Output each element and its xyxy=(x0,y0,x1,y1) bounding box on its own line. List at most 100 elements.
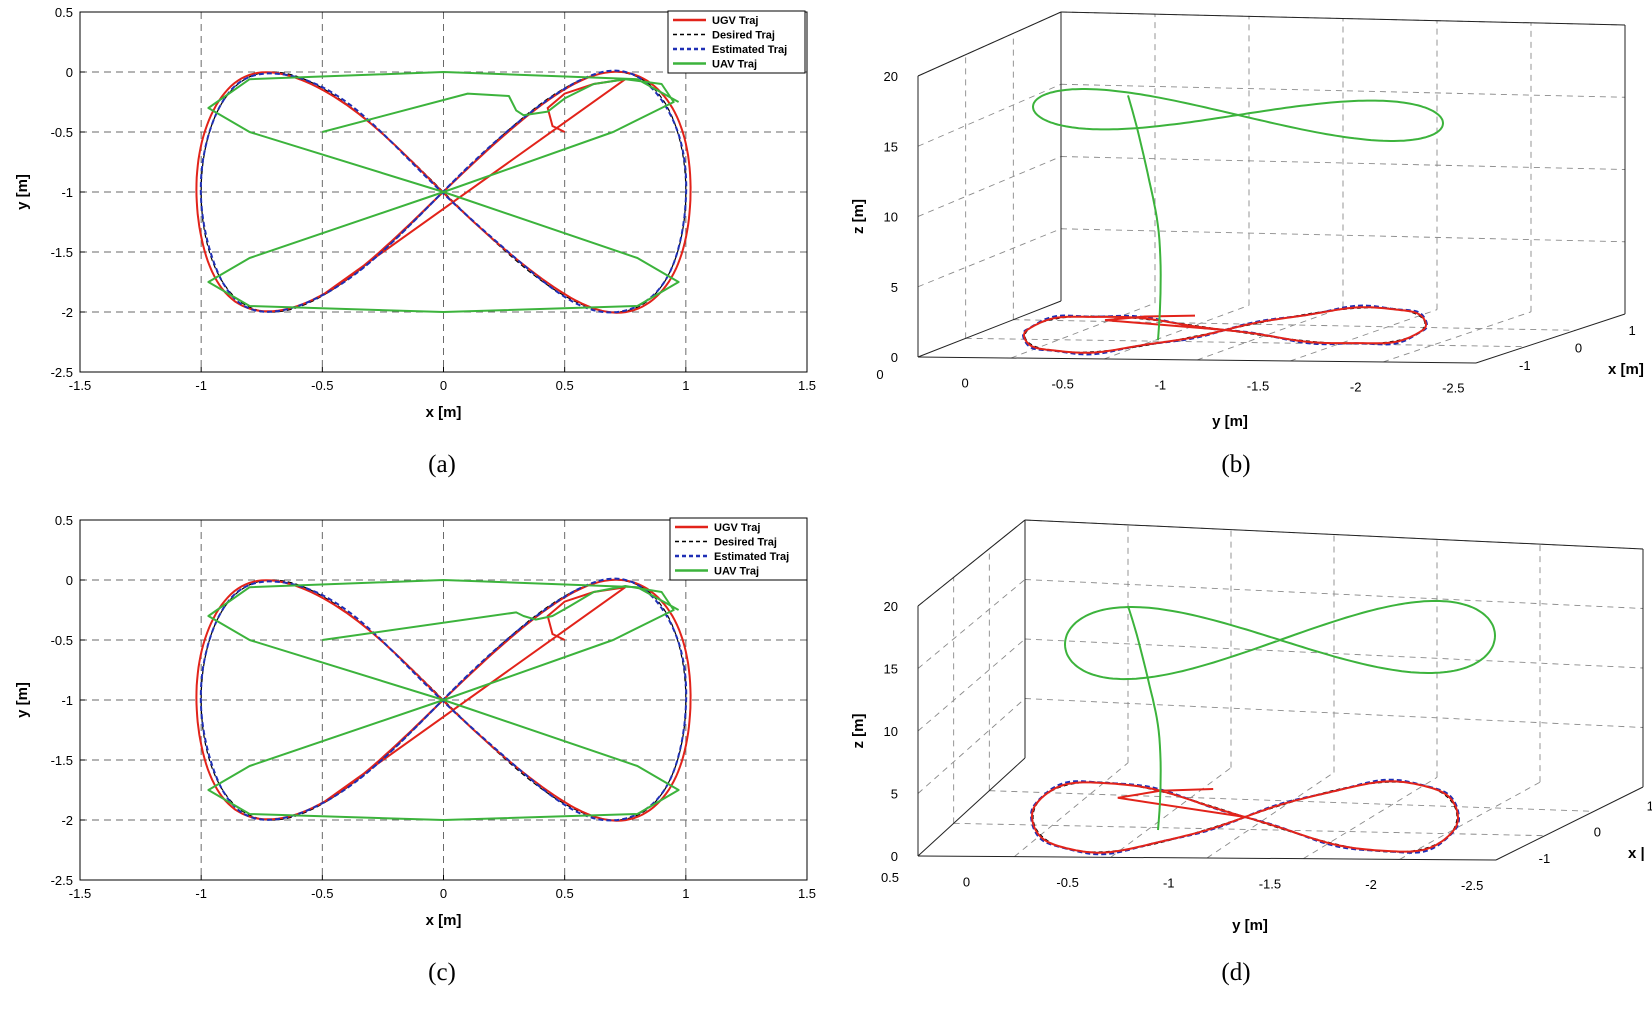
floor-gridline xyxy=(1289,309,1438,362)
series-uav-traj-line xyxy=(207,71,680,313)
y-tick-label: 0 xyxy=(961,375,968,390)
floor-gridline xyxy=(965,337,1526,348)
floor-gridline xyxy=(1382,311,1532,363)
left-wall-gridline xyxy=(917,228,1062,288)
y-tick-label: 0.5 xyxy=(55,513,73,528)
y-tick-label: -1.5 xyxy=(51,753,73,768)
x-axis-line xyxy=(1475,313,1626,364)
floor-gridline xyxy=(1196,307,1344,361)
y-tick-label: 0.5 xyxy=(55,5,73,20)
y-tick-label: -2 xyxy=(1365,877,1377,892)
left-wall-gridline xyxy=(917,156,1062,217)
panel-a-2d-trajectory-plot: -1.5 -1 -0.5 0 0.5 1 1.5 -2.5 -2 -1.5 -1 -0.5 0 0.5 x … xyxy=(14,5,816,478)
y-axis-label: y [m] xyxy=(14,682,31,718)
z-tick-label: 5 xyxy=(891,787,898,802)
legend-label-ugv-traj: UGV Traj xyxy=(712,15,758,27)
z-tick-label: 10 xyxy=(884,210,898,225)
series-ugv-traj-line xyxy=(1030,780,1460,854)
y-tick-label: -0.5 xyxy=(51,633,73,648)
legend-label-ugv-traj: UGV Traj xyxy=(714,522,760,534)
plot-frame xyxy=(79,11,808,373)
series-ugv-traj-line xyxy=(1022,306,1428,354)
back-wall-gridline xyxy=(1024,579,1644,609)
y-tick-label: -1 xyxy=(61,693,73,708)
x-tick-label: -0.5 xyxy=(311,886,333,901)
legend: UGV Traj Desired Traj Estimated Traj UAV Tr… xyxy=(667,10,806,74)
x-tick-label: 0 xyxy=(1575,341,1582,356)
y-tick-label: 0 xyxy=(66,65,73,80)
z-axis-label: z [m] xyxy=(850,714,867,749)
box-edge xyxy=(917,519,1026,607)
box-edge xyxy=(917,11,1062,77)
y-axis-line xyxy=(917,356,1477,364)
z-tick-label: 20 xyxy=(884,69,898,84)
legend-label-desired-traj: Desired Traj xyxy=(712,30,775,42)
plot-frame xyxy=(79,519,808,881)
legend-label-desired-traj: Desired Traj xyxy=(714,537,777,549)
x-axis-label: x [m] xyxy=(426,912,462,929)
z-tick-label: 15 xyxy=(884,662,898,677)
legend: UGV Traj Desired Traj Estimated Traj UAV Tr… xyxy=(669,517,808,581)
x-tick-label: -1 xyxy=(1539,851,1551,866)
y-tick-label: -1.5 xyxy=(51,245,73,260)
box-edge xyxy=(1024,519,1644,550)
z-tick-label: 5 xyxy=(891,280,898,295)
x-tick-label: -1 xyxy=(195,886,207,901)
floor-gridline xyxy=(1399,781,1541,860)
panel-c-2d-trajectory-plot: -1.5 -1 -0.5 0 0.5 1 1.5 -2.5 -2 -1.5 -1 -0.5 0 0.5 x … xyxy=(14,513,816,986)
x-tick-label: 1.5 xyxy=(798,886,816,901)
legend-label-estimated-traj: Estimated Traj xyxy=(712,44,787,56)
corner-tick-label: 0 xyxy=(876,367,883,382)
y-axis-label: y [m] xyxy=(14,174,31,210)
x-tick-label: 1 xyxy=(682,886,689,901)
left-wall-gridline xyxy=(917,638,1026,732)
x-tick-label: 1 xyxy=(1628,323,1635,338)
z-tick-label: 0 xyxy=(891,350,898,365)
y-tick-label: -2 xyxy=(61,305,73,320)
x-tick-label: 0 xyxy=(440,378,447,393)
y-tick-label: -0.5 xyxy=(51,125,73,140)
z-tick-label: 10 xyxy=(884,724,898,739)
x-axis-line xyxy=(1495,786,1644,861)
y-tick-label: -1 xyxy=(61,185,73,200)
z-tick-label: 20 xyxy=(884,599,898,614)
y-tick-label: -1 xyxy=(1155,378,1167,393)
floor-gridline xyxy=(1013,319,1576,331)
x-tick-label: 0 xyxy=(440,886,447,901)
x-tick-label: -1.5 xyxy=(69,886,91,901)
y-axis-label: y [m] xyxy=(1212,413,1248,430)
x-tick-label: -0.5 xyxy=(311,378,333,393)
y-tick-label: -0.5 xyxy=(1056,875,1078,890)
panel-caption: (d) xyxy=(1221,959,1250,986)
z-tick-label: 15 xyxy=(884,139,898,154)
y-tick-label: -2.5 xyxy=(51,365,73,380)
y-tick-label: -2.5 xyxy=(1442,381,1464,396)
x-tick-label: 0.5 xyxy=(556,886,574,901)
z-tick-label: 0 xyxy=(891,849,898,864)
x-tick-label: -1.5 xyxy=(69,378,91,393)
y-tick-label: -0.5 xyxy=(1052,376,1074,391)
floor-gridline xyxy=(1110,767,1232,858)
x-tick-label: 1 xyxy=(1647,798,1652,813)
x-axis-label: x [m] xyxy=(1608,361,1644,378)
series-uav-traj-line xyxy=(1031,88,1445,142)
x-tick-label: 0.5 xyxy=(556,378,574,393)
y-tick-label: -1.5 xyxy=(1247,379,1269,394)
z-axis-label: z [m] xyxy=(850,199,867,234)
series-uav-traj-line xyxy=(1063,599,1497,681)
floor-gridline xyxy=(1014,762,1129,858)
panel-d-3d-trajectory-plot: 0 5 10 15 20 0 -0.5 -1 -1.5 -2 -2.5 -1 0 1 0.5 y [m] z [… xyxy=(850,519,1652,986)
y-tick-label: -1.5 xyxy=(1259,876,1281,891)
x-tick-label: -1 xyxy=(1519,358,1531,373)
x-tick-label: 0 xyxy=(1594,825,1601,840)
left-wall-gridline xyxy=(917,83,1062,147)
legend-label-uav-traj: UAV Traj xyxy=(714,566,759,578)
y-tick-label: -2.5 xyxy=(1461,878,1483,893)
panel-caption: (b) xyxy=(1221,451,1250,478)
back-wall-gridline xyxy=(1024,698,1644,728)
y-tick-label: -1 xyxy=(1163,876,1175,891)
y-tick-label: -2 xyxy=(61,813,73,828)
series-estimated-traj-line xyxy=(199,69,688,314)
panel-caption: (a) xyxy=(428,451,456,478)
box-edge xyxy=(917,300,1062,358)
